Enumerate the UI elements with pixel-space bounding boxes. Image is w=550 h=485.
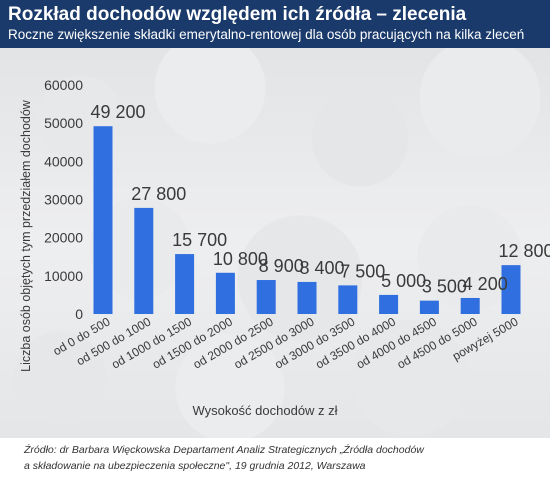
y-axis-label: Liczba osób objętych tym przedziałem doc… <box>19 99 33 372</box>
source-line-1: Źródło: dr Barbara Więckowska Departamen… <box>24 444 424 456</box>
data-label: 10 800 <box>213 249 268 269</box>
bar <box>338 285 358 314</box>
data-label: 3 500 <box>422 277 467 297</box>
chart-subtitle: Roczne zwiększenie składki emerytalno-re… <box>8 27 525 42</box>
bar <box>256 280 276 314</box>
y-tick-label: 50000 <box>44 115 83 131</box>
data-label: 49 200 <box>90 102 145 122</box>
source-line-2: a składowanie na ubezpieczenia społeczne… <box>24 460 366 472</box>
bar <box>501 265 521 314</box>
y-axis-ticks: 0 10000 20000 30000 40000 50000 60000 <box>44 77 83 322</box>
x-axis-label: Wysokość dochodów z zł <box>192 403 337 418</box>
y-tick-label: 30000 <box>44 192 83 208</box>
y-tick-label: 20000 <box>44 230 83 246</box>
header-bar: Rozkład dochodów względem ich źródła – z… <box>0 0 550 48</box>
data-label: 4 200 <box>463 274 508 294</box>
bar <box>379 294 399 314</box>
y-tick-label: 40000 <box>44 153 83 169</box>
data-label: 5 000 <box>381 271 426 291</box>
bar <box>93 126 113 314</box>
y-tick-label: 0 <box>75 306 83 322</box>
bar <box>134 207 154 314</box>
data-label: 8 900 <box>259 256 304 276</box>
bar <box>297 281 317 314</box>
y-tick-label: 60000 <box>44 77 83 93</box>
data-label: 8 400 <box>299 258 344 278</box>
bars <box>93 126 521 314</box>
bar <box>460 297 480 314</box>
bar <box>215 272 235 314</box>
y-tick-label: 10000 <box>44 268 83 284</box>
data-label: 7 500 <box>340 261 385 281</box>
data-label: 15 700 <box>172 230 227 250</box>
chart-title: Rozkład dochodów względem ich źródła – z… <box>8 4 467 25</box>
data-label: 27 800 <box>131 184 186 204</box>
data-label: 12 800 <box>498 241 550 261</box>
coins-background <box>0 48 550 438</box>
bar-chart: Liczba osób objętych tym przedziałem doc… <box>19 77 550 418</box>
bar <box>175 254 195 314</box>
footer: Źródło: dr Barbara Więckowska Departamen… <box>0 438 550 485</box>
bar <box>419 300 439 314</box>
